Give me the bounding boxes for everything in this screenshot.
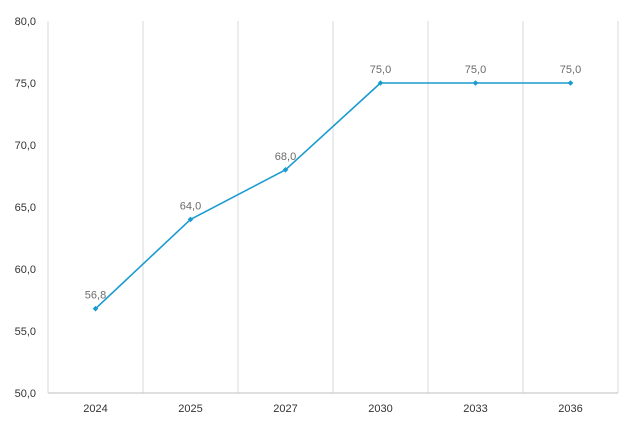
data-label: 75,0 — [465, 64, 486, 76]
x-tick-label: 2036 — [558, 403, 582, 415]
data-label: 64,0 — [180, 200, 201, 212]
data-point-marker — [377, 80, 384, 86]
y-tick-label: 55,0 — [15, 326, 36, 338]
data-label: 56,8 — [85, 290, 106, 302]
data-point-marker — [472, 80, 479, 86]
y-tick-label: 70,0 — [15, 140, 36, 152]
data-label: 75,0 — [370, 64, 391, 76]
x-tick-label: 2025 — [178, 403, 202, 415]
series-line — [94, 82, 571, 310]
x-tick-label: 2024 — [83, 403, 107, 415]
data-label: 75,0 — [560, 64, 581, 76]
data-point-marker — [567, 80, 574, 86]
data-point-marker — [187, 216, 194, 223]
data-point-marker — [282, 167, 289, 173]
y-tick-label: 80,0 — [15, 16, 36, 28]
y-tick-label: 75,0 — [15, 78, 36, 90]
y-tick-label: 60,0 — [15, 264, 36, 276]
data-label: 68,0 — [275, 151, 296, 163]
x-tick-label: 2027 — [273, 403, 297, 415]
y-tick-label: 65,0 — [15, 202, 36, 214]
x-tick-label: 2033 — [463, 403, 487, 415]
x-tick-label: 2030 — [368, 403, 392, 415]
data-point-marker — [92, 305, 99, 312]
y-tick-label: 50,0 — [15, 388, 36, 400]
